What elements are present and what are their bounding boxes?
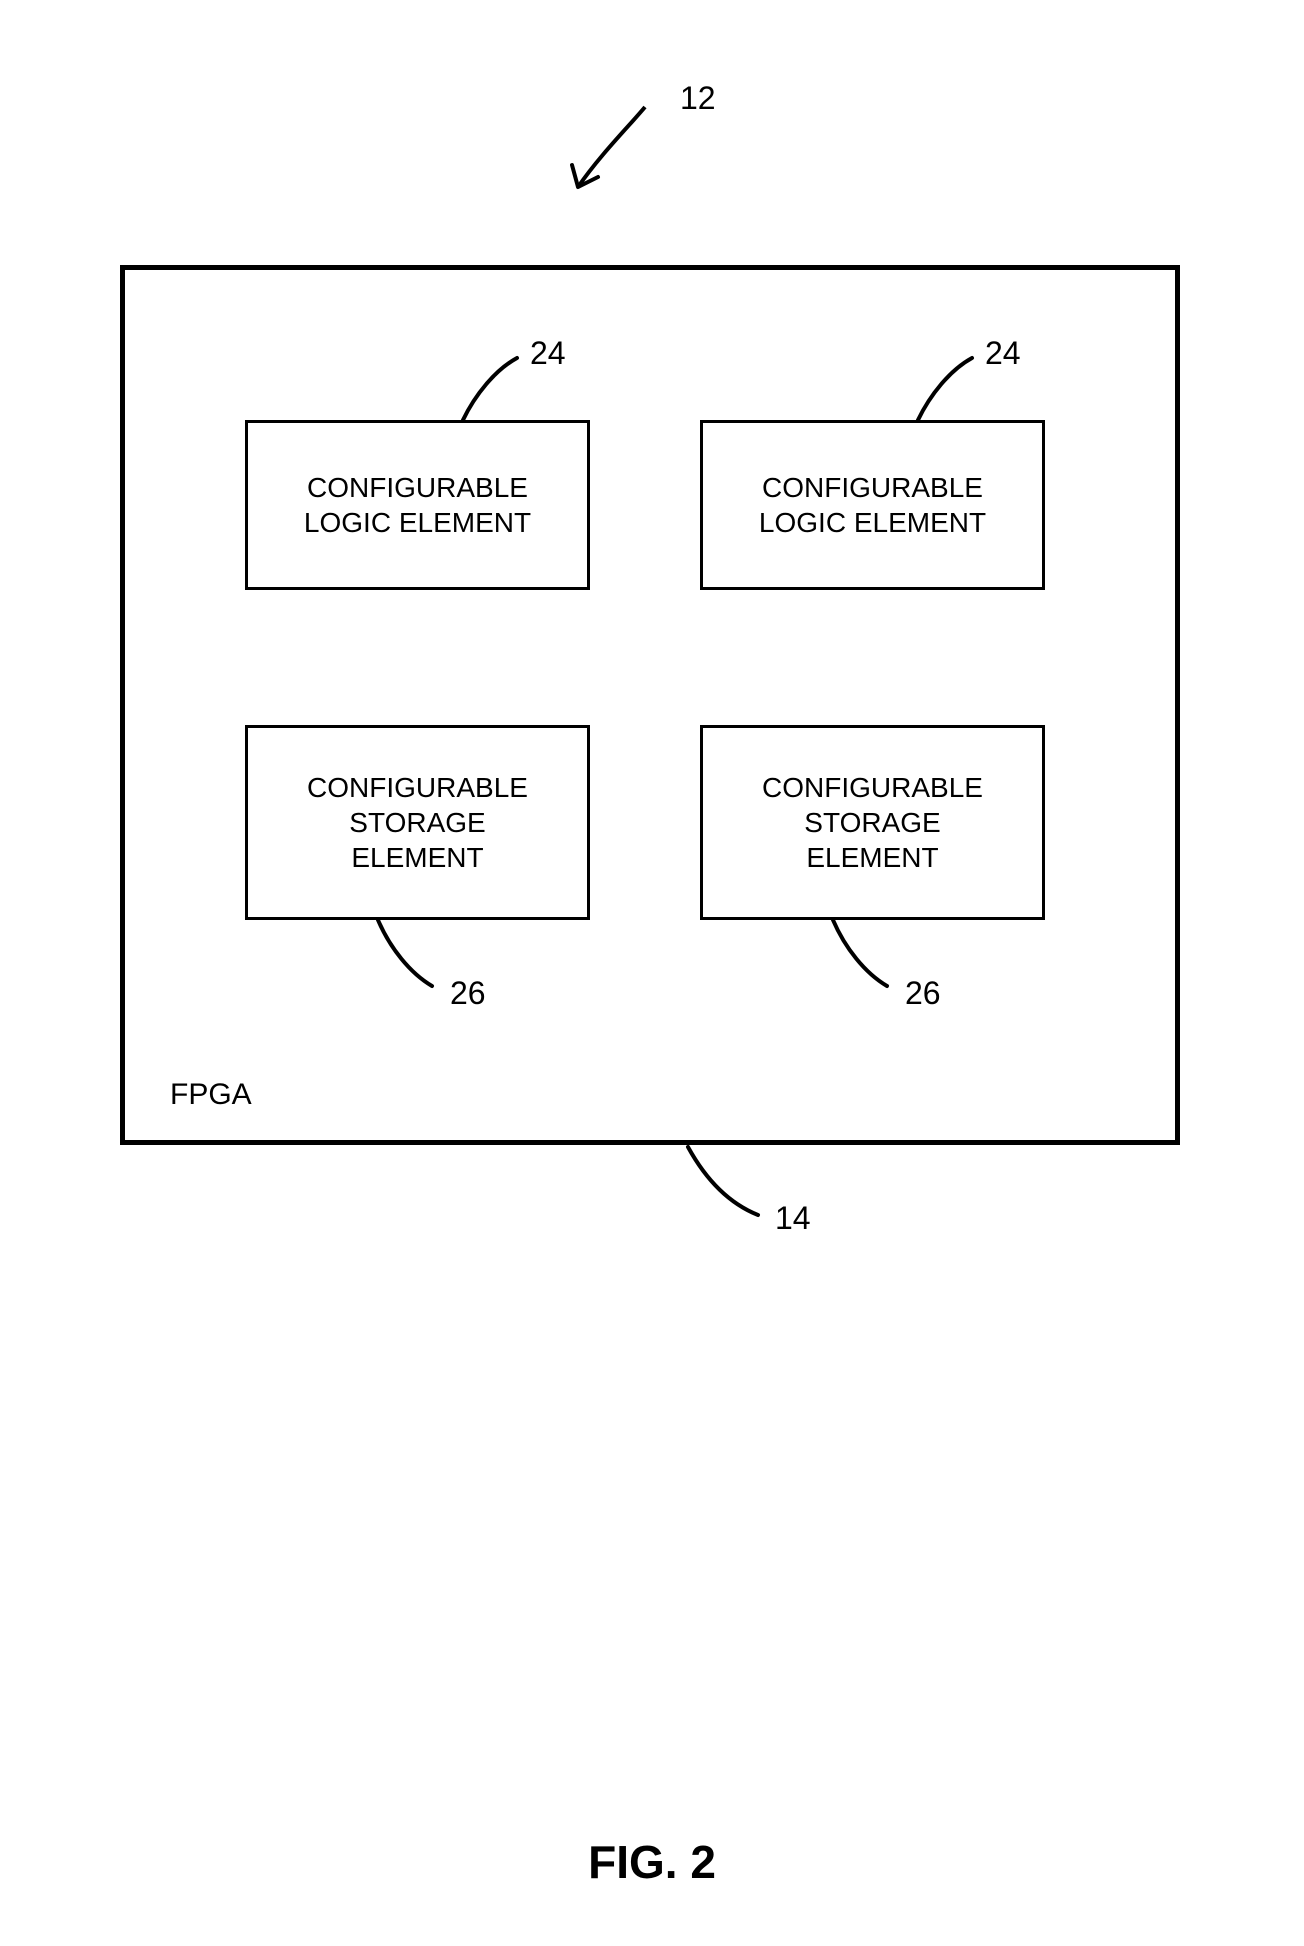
configurable-storage-element-1: CONFIGURABLE STORAGE ELEMENT bbox=[245, 725, 590, 920]
box-text: CONFIGURABLE STORAGE ELEMENT bbox=[307, 770, 528, 875]
ref-label-26-right: 26 bbox=[905, 975, 941, 1012]
ref-label-14: 14 bbox=[775, 1200, 811, 1237]
fpga-label: FPGA bbox=[170, 1078, 252, 1112]
box-text: CONFIGURABLE LOGIC ELEMENT bbox=[304, 470, 531, 540]
configurable-logic-element-1: CONFIGURABLE LOGIC ELEMENT bbox=[245, 420, 590, 590]
line2: STORAGE bbox=[804, 807, 940, 838]
line3: ELEMENT bbox=[806, 842, 938, 873]
ref-label-24-right: 24 bbox=[985, 335, 1021, 372]
box-text: CONFIGURABLE STORAGE ELEMENT bbox=[762, 770, 983, 875]
ref-leader-14 bbox=[680, 1143, 770, 1223]
line2: STORAGE bbox=[349, 807, 485, 838]
line1: CONFIGURABLE bbox=[762, 472, 983, 503]
figure-caption: FIG. 2 bbox=[0, 1835, 1304, 1889]
ref-label-24-left: 24 bbox=[530, 335, 566, 372]
ref-label-26-left: 26 bbox=[450, 975, 486, 1012]
configurable-storage-element-2: CONFIGURABLE STORAGE ELEMENT bbox=[700, 725, 1045, 920]
line2: LOGIC ELEMENT bbox=[759, 507, 986, 538]
ref-arrow-12 bbox=[560, 95, 680, 205]
diagram-canvas: 12 FPGA CONFIGURABLE LOGIC ELEMENT 24 CO… bbox=[0, 0, 1304, 1946]
line2: LOGIC ELEMENT bbox=[304, 507, 531, 538]
line1: CONFIGURABLE bbox=[307, 472, 528, 503]
line1: CONFIGURABLE bbox=[307, 772, 528, 803]
line1: CONFIGURABLE bbox=[762, 772, 983, 803]
configurable-logic-element-2: CONFIGURABLE LOGIC ELEMENT bbox=[700, 420, 1045, 590]
fpga-box: FPGA bbox=[120, 265, 1180, 1145]
box-text: CONFIGURABLE LOGIC ELEMENT bbox=[759, 470, 986, 540]
line3: ELEMENT bbox=[351, 842, 483, 873]
ref-label-12: 12 bbox=[680, 80, 716, 117]
